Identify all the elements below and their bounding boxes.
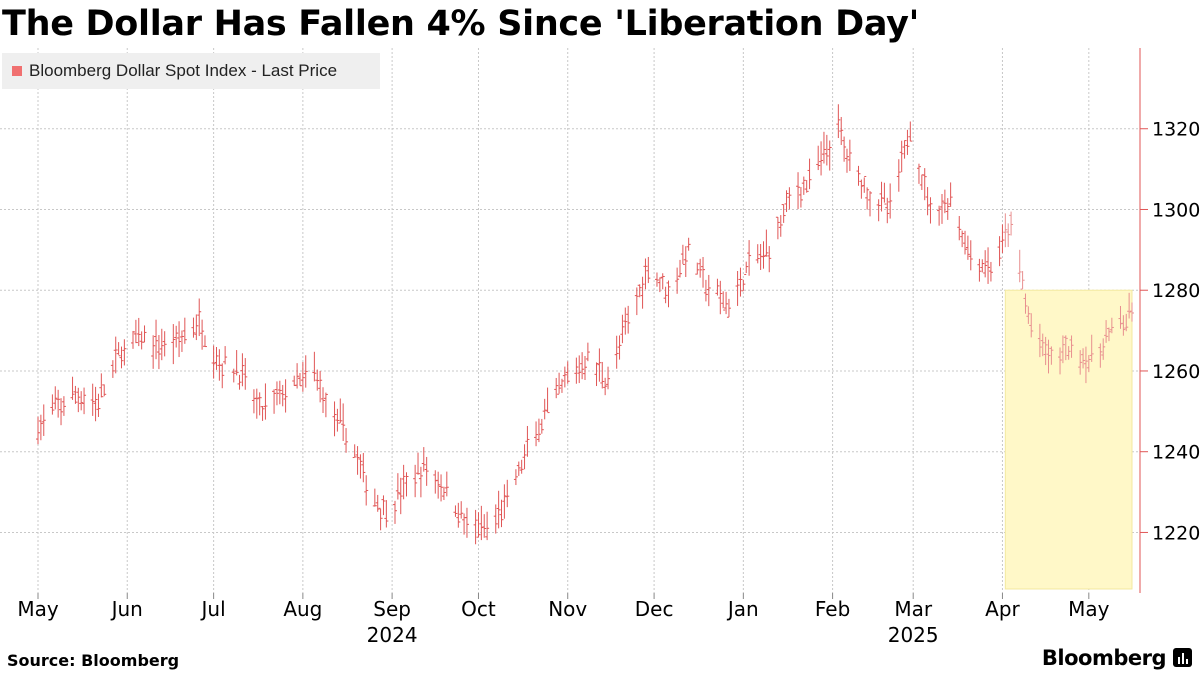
x-tick-label: May <box>17 597 59 621</box>
plot-area <box>0 48 1140 593</box>
bloomberg-terminal-icon <box>1173 648 1192 667</box>
x-axis: May Jun Jul Aug Sep Oct Nov Dec Jan Feb Mar Apr May 2… <box>17 593 1110 647</box>
chart-title: The Dollar Has Fallen 4% Since 'Liberati… <box>2 4 920 44</box>
y-tick-label: 1220 <box>1152 522 1200 544</box>
y-tick-label: 1300 <box>1152 199 1200 221</box>
x-tick-label: Feb <box>815 597 850 621</box>
x-tick-label: Apr <box>985 597 1020 621</box>
y-tick-label: 1240 <box>1152 442 1200 464</box>
x-tick-label: Dec <box>635 597 674 621</box>
price-series <box>36 104 1134 545</box>
year-label: 2025 <box>888 623 939 647</box>
x-tick-label: Oct <box>461 597 496 621</box>
x-tick-label: Mar <box>894 597 933 621</box>
x-tick-label: Jul <box>200 597 226 621</box>
bloomberg-logo: Bloomberg <box>1041 646 1167 670</box>
x-tick-label: Nov <box>548 597 587 621</box>
x-tick-label: Sep <box>373 597 411 621</box>
x-tick-label: Jun <box>110 597 143 621</box>
legend-label: Bloomberg Dollar Spot Index - Last Price <box>29 61 338 80</box>
x-tick-label: Jan <box>726 597 759 621</box>
y-tick-label: 1280 <box>1152 280 1200 302</box>
legend-swatch <box>12 66 22 76</box>
source-note: Source: Bloomberg <box>7 651 180 670</box>
year-label: 2024 <box>367 623 418 647</box>
highlight-region <box>1004 289 1133 590</box>
y-tick-label: 1320 <box>1152 119 1200 141</box>
x-tick-label: Aug <box>283 597 322 621</box>
legend: Bloomberg Dollar Spot Index - Last Price <box>2 53 380 89</box>
y-axis: 1220 1240 1260 1280 1300 1320 <box>1139 48 1200 593</box>
x-tick-label: May <box>1068 597 1110 621</box>
y-tick-label: 1260 <box>1152 361 1200 383</box>
